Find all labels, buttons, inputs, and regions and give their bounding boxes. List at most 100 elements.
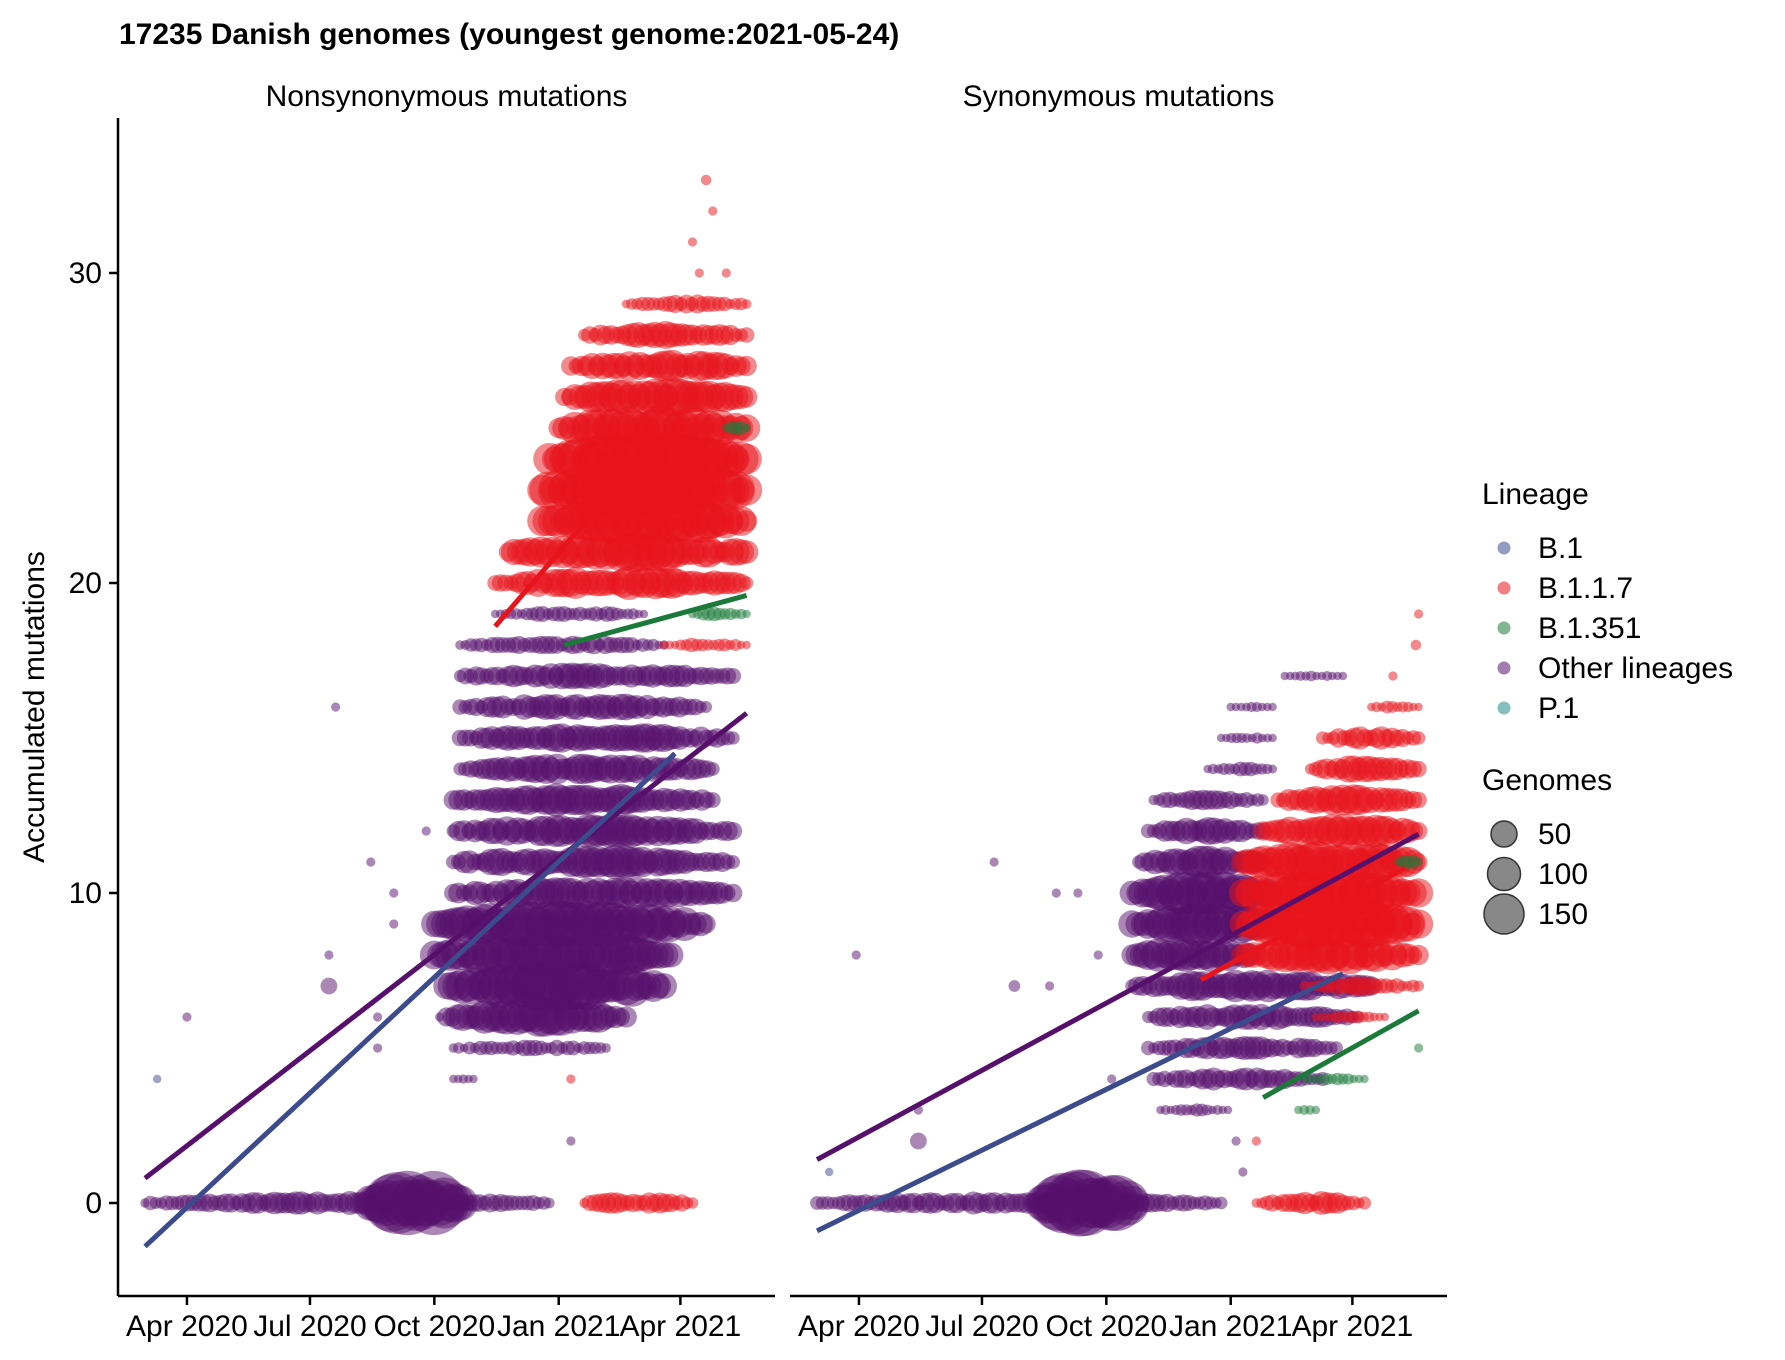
data-point (435, 1012, 445, 1022)
legend-key (1497, 661, 1511, 675)
data-point (989, 857, 999, 867)
trend-line (563, 592, 748, 648)
y-tick-label: 10 (69, 877, 102, 910)
data-point (721, 268, 731, 278)
data-point (723, 883, 743, 903)
data-point (421, 826, 431, 836)
trend-line (815, 831, 1420, 1162)
data-point (1357, 1196, 1372, 1210)
x-tick-label: Jan 2021 (497, 1310, 620, 1343)
data-point (724, 822, 743, 840)
panel-strip-label: Synonymous mutations (963, 80, 1275, 113)
data-point (1414, 1043, 1424, 1053)
data-point (1045, 981, 1055, 991)
data-point (1238, 1167, 1248, 1177)
data-point (694, 268, 704, 278)
y-axis-label: Accumulated mutations (18, 551, 51, 863)
data-point (615, 1006, 637, 1028)
data-point (153, 1074, 162, 1084)
data-point (566, 1136, 576, 1146)
trend-line (143, 751, 677, 1249)
data-point (735, 386, 758, 408)
data-point (1268, 733, 1277, 743)
x-tick-label: Apr 2020 (126, 1310, 248, 1343)
data-point (601, 1043, 611, 1053)
x-tick-label: Jul 2020 (253, 1310, 366, 1343)
data-point (543, 1197, 555, 1209)
data-point (1380, 1012, 1390, 1022)
data-point (1073, 888, 1083, 898)
data-point (566, 1074, 576, 1084)
data-point (1114, 1185, 1150, 1221)
data-point (373, 1043, 383, 1053)
data-point (639, 609, 649, 619)
data-point (331, 702, 341, 712)
data-point (686, 1197, 699, 1209)
size-legend-label: 150 (1538, 898, 1588, 931)
legend-key (1497, 581, 1511, 595)
trend-line (143, 711, 749, 1181)
data-point (851, 950, 861, 960)
data-point (373, 1012, 383, 1022)
legend-title: Lineage (1482, 478, 1589, 511)
data-point (366, 857, 376, 867)
data-point (704, 792, 721, 808)
data-point (731, 474, 763, 506)
data-point (1268, 764, 1278, 774)
data-point (700, 174, 712, 186)
data-point (742, 423, 751, 433)
data-point (324, 950, 334, 960)
data-point (389, 888, 399, 898)
size-legend-key (1486, 856, 1522, 892)
data-point (320, 977, 338, 995)
size-legend-key (1483, 893, 1525, 935)
trend-line (493, 472, 629, 629)
data-point (1311, 1105, 1321, 1115)
legend-label: Other lineages (1538, 652, 1733, 685)
panel: Nonsynonymous mutations 0 10 20 30 Apr 2020 Ju… (69, 80, 775, 1343)
data-point (1414, 609, 1424, 619)
legend-label: P.1 (1538, 692, 1579, 725)
data-point (741, 299, 752, 309)
data-point (1257, 794, 1269, 806)
x-tick-label: Jul 2020 (925, 1310, 1038, 1343)
x-tick-label: Oct 2020 (1045, 1310, 1167, 1343)
trend-line (1261, 1008, 1420, 1100)
legend-key (1497, 701, 1511, 715)
data-point (1404, 878, 1434, 908)
data-point (742, 609, 751, 619)
point-layer (140, 174, 763, 1236)
data-point (1338, 671, 1348, 681)
legend-label: B.1.1.7 (1538, 572, 1633, 605)
data-point (726, 731, 740, 745)
size-legend-label: 50 (1538, 818, 1571, 851)
data-point (389, 919, 399, 929)
x-tick-label: Apr 2020 (798, 1310, 920, 1343)
data-point (910, 1132, 927, 1150)
data-point (469, 1074, 478, 1084)
data-point (1008, 980, 1021, 992)
data-point (1411, 731, 1426, 745)
data-point (708, 206, 718, 216)
data-point (825, 1167, 834, 1177)
data-point (705, 762, 720, 776)
data-point (1231, 1136, 1241, 1146)
size-legend-title: Genomes (1482, 764, 1612, 797)
data-point (1414, 702, 1423, 712)
legend: Lineage B.1 B.1.1.7 B.1.351 Other lineages P.… (1482, 478, 1733, 935)
data-point (1414, 857, 1423, 867)
data-point (1404, 909, 1434, 939)
data-point (1388, 671, 1398, 681)
data-point (736, 355, 757, 377)
data-point (738, 327, 755, 343)
chart-title: 17235 Danish genomes (youngest genome:20… (119, 18, 899, 51)
data-point (1268, 702, 1277, 712)
data-point (734, 540, 759, 564)
data-point (1413, 980, 1425, 992)
data-point (1408, 944, 1429, 966)
data-point (1051, 888, 1061, 898)
point-layer (810, 609, 1434, 1237)
data-point (1305, 1105, 1315, 1115)
